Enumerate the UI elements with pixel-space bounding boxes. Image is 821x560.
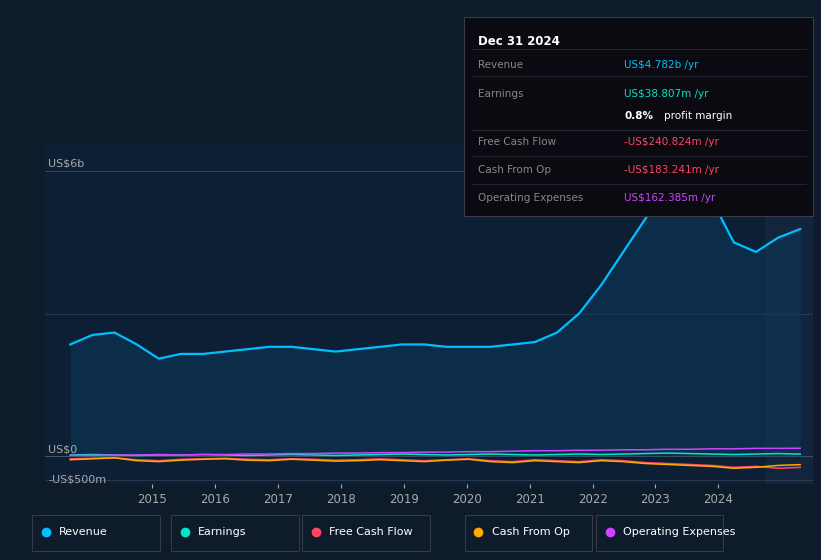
Text: Earnings: Earnings [199, 527, 247, 537]
Text: -US$183.241m /yr: -US$183.241m /yr [624, 165, 719, 175]
Text: Earnings: Earnings [478, 90, 523, 99]
Text: US$6b: US$6b [48, 159, 85, 169]
Text: Operating Expenses: Operating Expenses [623, 527, 735, 537]
Text: Cash From Op: Cash From Op [492, 527, 570, 537]
Text: -US$500m: -US$500m [48, 475, 107, 484]
Text: Revenue: Revenue [59, 527, 108, 537]
Bar [766, 143, 813, 484]
Text: US$162.385m /yr: US$162.385m /yr [624, 193, 716, 203]
Text: Revenue: Revenue [478, 59, 523, 69]
Text: Free Cash Flow: Free Cash Flow [478, 137, 556, 147]
Text: Cash From Op: Cash From Op [478, 165, 551, 175]
Text: 0.8%: 0.8% [624, 111, 654, 121]
Text: profit margin: profit margin [664, 111, 733, 121]
Text: Operating Expenses: Operating Expenses [478, 193, 583, 203]
Text: US$38.807m /yr: US$38.807m /yr [624, 90, 709, 99]
Text: US$4.782b /yr: US$4.782b /yr [624, 59, 699, 69]
Text: -US$240.824m /yr: -US$240.824m /yr [624, 137, 719, 147]
Text: US$0: US$0 [48, 444, 77, 454]
Text: Free Cash Flow: Free Cash Flow [329, 527, 413, 537]
Text: Dec 31 2024: Dec 31 2024 [478, 35, 560, 48]
